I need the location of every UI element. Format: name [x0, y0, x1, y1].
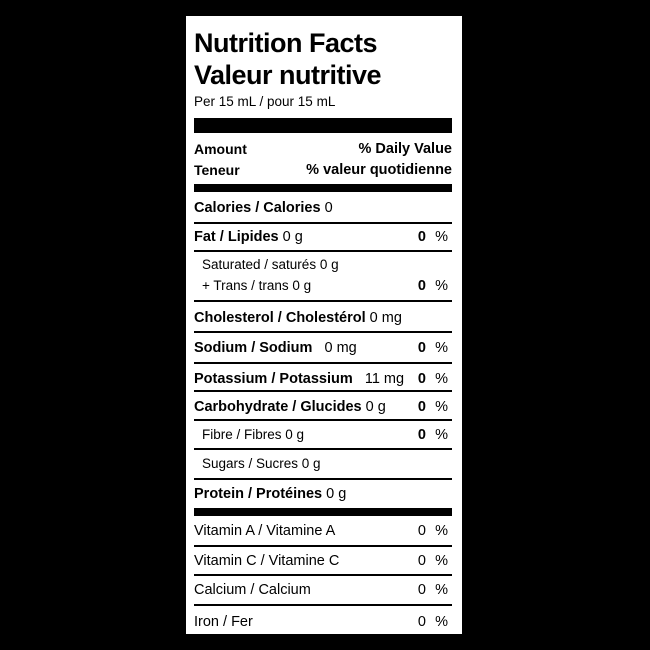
calories-row: Calories / Calories 0	[194, 198, 452, 218]
fibre-row: Fibre / Fibres 0 g 0 %	[194, 425, 452, 445]
calcium-label: Calcium / Calcium	[194, 582, 311, 598]
iron-dv-unit: %	[435, 614, 448, 630]
sodium-amount: 0 mg	[324, 340, 357, 356]
trans-label: + Trans / trans 0 g	[202, 278, 312, 293]
carbohydrate-dv-unit: %	[435, 399, 448, 415]
divider	[194, 390, 452, 392]
sodium-dv-unit: %	[435, 340, 448, 356]
sodium-label: Sodium / Sodium	[194, 340, 313, 356]
carbohydrate-row: Carbohydrate / Glucides 0 g 0 %	[194, 397, 452, 417]
divider	[194, 362, 452, 364]
thick-divider-top	[194, 118, 452, 133]
vitamin-c-row: Vitamin C / Vitamine C 0 %	[194, 551, 452, 571]
calcium-dv: 0	[417, 582, 426, 598]
vitamin-a-dv: 0	[417, 523, 426, 539]
potassium-row: Potassium / Potassium 11 mg 0 %	[194, 369, 452, 389]
cholesterol-label: Cholesterol / Cholestérol	[194, 310, 366, 326]
potassium-dv: 0	[417, 371, 426, 387]
trans-dv-unit: %	[435, 278, 448, 294]
fat-dv: 0	[417, 229, 426, 245]
title-french: Valeur nutritive	[194, 60, 382, 90]
fibre-dv-unit: %	[435, 427, 448, 443]
divider	[194, 250, 452, 252]
thick-divider-vitamins	[194, 508, 452, 516]
vitamin-a-dv-unit: %	[435, 523, 448, 539]
carbohydrate-label: Carbohydrate / Glucides	[194, 399, 362, 415]
vitamin-c-dv-unit: %	[435, 553, 448, 569]
cholesterol-amount: 0 mg	[369, 310, 402, 326]
vitamin-a-row: Vitamin A / Vitamine A 0 %	[194, 521, 452, 541]
divider	[194, 478, 452, 480]
potassium-amount: 11 mg	[364, 371, 405, 387]
iron-label: Iron / Fer	[194, 614, 253, 630]
calcium-dv-unit: %	[435, 582, 448, 598]
daily-value-label: % Daily Value	[358, 141, 453, 157]
divider	[194, 448, 452, 450]
trans-dv: 0	[417, 278, 426, 294]
vitamin-a-label: Vitamin A / Vitamine A	[194, 523, 336, 539]
teneur-label: Teneur	[194, 162, 240, 178]
saturated-row: Saturated / saturés 0 g	[194, 255, 452, 275]
valeur-quotidienne-label: % valeur quotidienne	[306, 162, 452, 178]
protein-amount: 0 g	[326, 486, 347, 502]
divider	[194, 545, 452, 547]
saturated-label: Saturated / saturés 0 g	[202, 257, 339, 272]
iron-dv: 0	[417, 614, 426, 630]
title-english: Nutrition Facts	[194, 28, 378, 58]
divider	[194, 419, 452, 421]
sugars-label: Sugars / Sucres 0 g	[202, 456, 321, 471]
vitamin-c-dv: 0	[417, 553, 426, 569]
cholesterol-row: Cholesterol / Cholestérol 0 mg	[194, 308, 452, 328]
fat-row: Fat / Lipides 0 g 0 %	[194, 227, 452, 247]
fat-label: Fat / Lipides	[194, 229, 279, 245]
carbohydrate-amount: 0 g	[365, 399, 386, 415]
divider	[194, 604, 452, 606]
divider	[194, 222, 452, 224]
iron-row: Iron / Fer 0 %	[194, 612, 452, 632]
carbohydrate-dv: 0	[417, 399, 426, 415]
calories-amount: 0	[324, 200, 333, 216]
fat-dv-unit: %	[435, 229, 448, 245]
protein-label: Protein / Protéines	[194, 486, 323, 502]
amount-label: Amount	[194, 141, 247, 157]
fibre-dv: 0	[417, 427, 426, 443]
fat-amount: 0 g	[282, 229, 303, 245]
calories-label: Calories / Calories	[194, 200, 321, 216]
trans-row: + Trans / trans 0 g 0 %	[194, 276, 452, 296]
divider	[194, 574, 452, 576]
divider-after-header	[194, 184, 452, 192]
potassium-label: Potassium / Potassium	[194, 371, 353, 387]
divider	[194, 300, 452, 302]
protein-row: Protein / Protéines 0 g	[194, 484, 452, 504]
sodium-row: Sodium / Sodium 0 mg 0 %	[194, 338, 452, 358]
serving-size: Per 15 mL / pour 15 mL	[194, 94, 336, 109]
fibre-label: Fibre / Fibres 0 g	[202, 427, 305, 442]
potassium-dv-unit: %	[435, 371, 448, 387]
sodium-dv: 0	[417, 340, 426, 356]
nutrition-facts-panel: Nutrition Facts Valeur nutritive Per 15 …	[186, 16, 462, 634]
vitamin-c-label: Vitamin C / Vitamine C	[194, 553, 340, 569]
calcium-row: Calcium / Calcium 0 %	[194, 580, 452, 600]
sugars-row: Sugars / Sucres 0 g	[194, 454, 452, 474]
divider	[194, 331, 452, 333]
